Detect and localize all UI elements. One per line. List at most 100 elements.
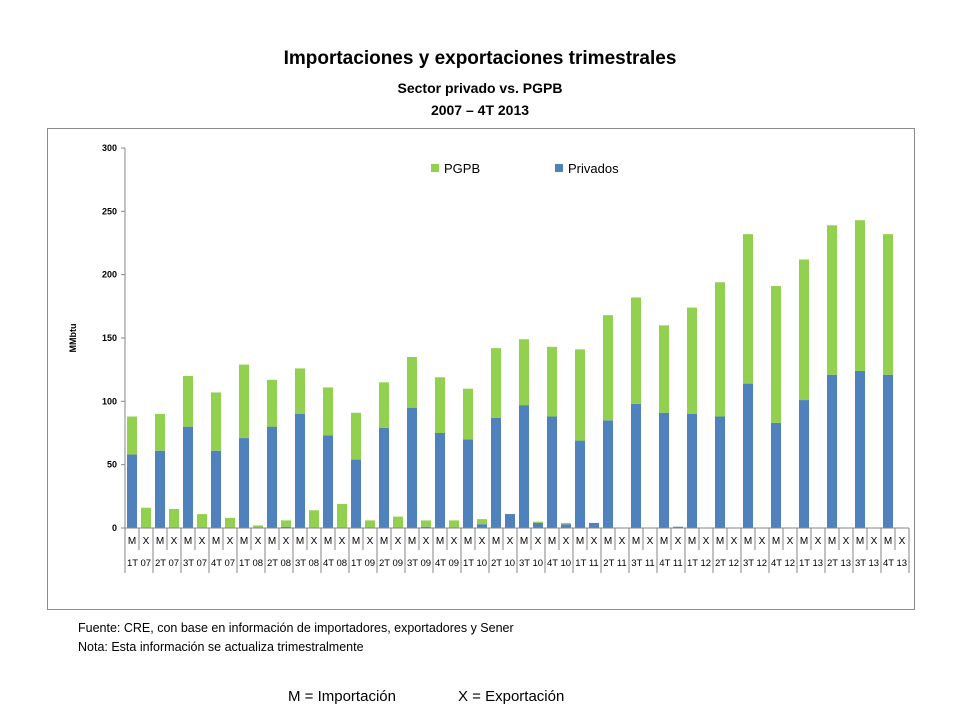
bar-pgpb xyxy=(603,315,613,421)
bar-pgpb xyxy=(519,339,529,406)
x-quarter-label: 1T 09 xyxy=(351,558,375,569)
x-category-label: M xyxy=(716,536,724,547)
bar-pgpb xyxy=(799,259,809,401)
bar-privados xyxy=(883,374,893,528)
bar-pgpb xyxy=(771,286,781,423)
bar-privados xyxy=(827,374,837,528)
bar-privados xyxy=(547,416,557,528)
x-category-label: X xyxy=(395,536,402,547)
x-quarter-label: 4T 07 xyxy=(211,558,235,569)
x-quarter-label: 2T 12 xyxy=(715,558,739,569)
x-category-label: X xyxy=(199,536,206,547)
x-category-label: M xyxy=(744,536,752,547)
x-quarter-label: 3T 08 xyxy=(295,558,319,569)
x-category-label: M xyxy=(492,536,500,547)
bar-pgpb xyxy=(533,521,543,523)
bar-pgpb xyxy=(715,282,725,417)
x-category-label: M xyxy=(352,536,360,547)
bar-pgpb xyxy=(197,514,207,528)
bar-privados xyxy=(351,459,361,528)
x-quarter-label: 3T 09 xyxy=(407,558,431,569)
bar-pgpb xyxy=(155,414,165,451)
bar-pgpb xyxy=(239,364,249,439)
export-legend-label: X = Exportación xyxy=(458,688,565,705)
x-category-label: X xyxy=(759,536,766,547)
bar-pgpb xyxy=(547,346,557,417)
x-category-label: X xyxy=(787,536,794,547)
x-quarter-label: 1T 13 xyxy=(799,558,823,569)
x-quarter-label: 4T 09 xyxy=(435,558,459,569)
bar-pgpb xyxy=(281,520,291,527)
x-category-label: X xyxy=(675,536,682,547)
bar-pgpb xyxy=(253,525,263,528)
bar-privados xyxy=(295,414,305,528)
x-quarter-label: 4T 13 xyxy=(883,558,907,569)
x-category-label: M xyxy=(576,536,584,547)
bar-pgpb xyxy=(827,225,837,375)
x-category-label: M xyxy=(884,536,892,547)
bar-pgpb xyxy=(883,234,893,375)
x-quarter-label: 4T 11 xyxy=(659,558,682,569)
bar-pgpb xyxy=(435,377,445,433)
y-tick-label: 0 xyxy=(112,523,117,533)
y-tick-label: 250 xyxy=(102,206,117,216)
bar-privados xyxy=(603,420,613,528)
x-quarter-label: 4T 12 xyxy=(771,558,795,569)
bar-pgpb xyxy=(351,412,361,460)
x-category-label: M xyxy=(520,536,528,547)
x-quarter-label: 1T 11 xyxy=(575,558,598,569)
bar-pgpb xyxy=(211,392,221,451)
bar-pgpb xyxy=(477,519,487,525)
bar-privados xyxy=(631,403,641,528)
x-category-label: X xyxy=(535,536,542,547)
bar-pgpb xyxy=(491,348,501,418)
x-category-label: M xyxy=(296,536,304,547)
x-category-label: X xyxy=(451,536,458,547)
y-tick-label: 50 xyxy=(107,460,117,470)
bar-pgpb xyxy=(393,516,403,528)
x-category-label: X xyxy=(479,536,486,547)
x-category-label: X xyxy=(227,536,234,547)
x-quarter-label: 3T 10 xyxy=(519,558,543,569)
chart-frame: 0 50 100 150 200 250 300 MMbtu M X M X M X M X M X M X M X M X M… xyxy=(47,128,915,610)
x-category-label: M xyxy=(828,536,836,547)
bar-privados xyxy=(519,405,529,528)
x-category-label: M xyxy=(800,536,808,547)
y-tick-label: 100 xyxy=(102,396,117,406)
bar-pgpb xyxy=(631,297,641,404)
legend-swatch-privados xyxy=(555,164,563,172)
bar-privados xyxy=(239,438,249,528)
x-category-label: M xyxy=(240,536,248,547)
x-category-label: M xyxy=(128,536,136,547)
x-category-label: M xyxy=(324,536,332,547)
bar-pgpb xyxy=(365,520,375,528)
bar-privados xyxy=(659,412,669,528)
bar-pgpb xyxy=(449,520,459,528)
x-category-label: M xyxy=(604,536,612,547)
x-quarter-label: 4T 08 xyxy=(323,558,347,569)
x-category-label: X xyxy=(367,536,374,547)
x-category-label: X xyxy=(283,536,290,547)
bar-privados xyxy=(771,422,781,528)
x-quarter-label: 2T 10 xyxy=(491,558,515,569)
x-category-label: M xyxy=(464,536,472,547)
x-category-label: X xyxy=(703,536,710,547)
bar-pgpb xyxy=(127,416,137,455)
x-category-label: M xyxy=(856,536,864,547)
x-category-label: M xyxy=(772,536,780,547)
x-category-label: X xyxy=(311,536,318,547)
import-legend-label: M = Importación xyxy=(288,688,396,705)
x-quarter-label: 1T 07 xyxy=(127,558,151,569)
x-quarter-label: 3T 11 xyxy=(631,558,654,569)
bar-pgpb xyxy=(267,379,277,427)
x-quarter-label: 2T 08 xyxy=(267,558,291,569)
x-quarter-label: 2T 11 xyxy=(603,558,626,569)
x-category-label: M xyxy=(436,536,444,547)
bar-privados xyxy=(127,454,137,528)
x-category-label: X xyxy=(871,536,878,547)
bar-privados xyxy=(687,414,697,528)
source-note: Fuente: CRE, con base en información de … xyxy=(78,621,514,635)
bar-privados xyxy=(379,427,389,528)
x-category-label: X xyxy=(899,536,906,547)
